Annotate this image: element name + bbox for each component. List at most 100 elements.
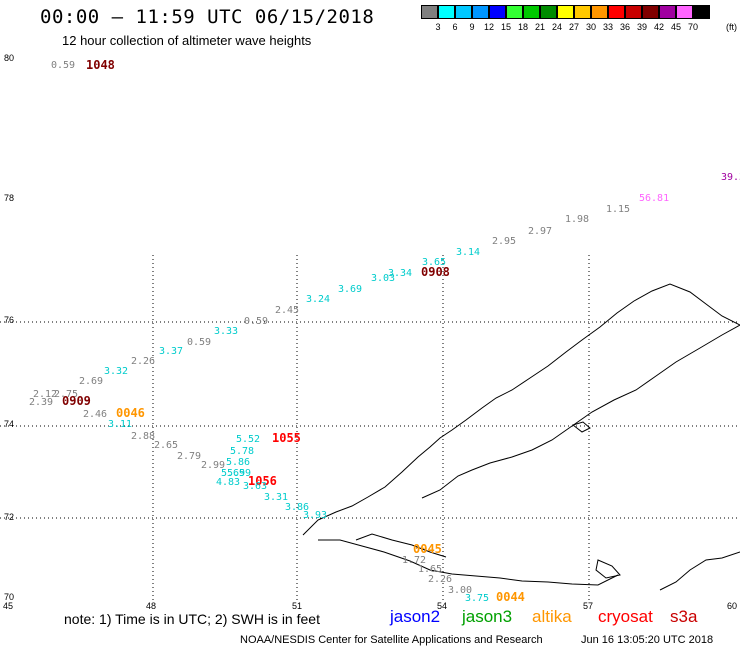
wave-height-label: 4.83: [216, 477, 240, 488]
color-scale-tick-label: 21: [534, 22, 545, 32]
wave-height-label: 2.26: [428, 574, 452, 585]
footer-note: note: 1) Time is in UTC; 2) SWH is in fe…: [64, 611, 320, 627]
longitude-label: 60: [727, 601, 738, 611]
longitude-label: 57: [583, 601, 594, 611]
wave-height-label: 1.15: [606, 204, 630, 215]
color-scale-swatch: [591, 5, 608, 19]
wave-height-label: 2.97: [528, 226, 552, 237]
wave-height-label: 2.69: [79, 376, 103, 387]
wave-height-label: 3.03: [371, 273, 395, 284]
color-scale-swatch: [506, 5, 523, 19]
coastline: [595, 559, 621, 579]
coastline: [571, 421, 591, 433]
latitude-label: 78: [4, 193, 15, 203]
color-scale-tick-label: 27: [568, 22, 579, 32]
satellite-legend-cryosat: cryosat: [598, 607, 653, 626]
color-scale-swatch: [676, 5, 693, 19]
wave-height-label: 2.12: [33, 389, 57, 400]
wave-height-label: 1.65: [418, 564, 442, 575]
wave-height-label: 3.75: [465, 593, 489, 604]
track-time-label: 1056: [248, 474, 277, 488]
satellite-legend-jason3: jason3: [462, 607, 513, 626]
coastline: [355, 533, 447, 558]
wave-height-label: 3.34: [388, 268, 412, 279]
wave-height-label: 2.75: [54, 389, 78, 400]
color-scale-tick-label: 45: [670, 22, 681, 32]
coastline: [302, 283, 740, 536]
color-scale-swatch: [421, 5, 438, 19]
color-scale-swatch: [455, 5, 472, 19]
wave-height-label: 3.69: [338, 284, 362, 295]
color-scale-swatch: [608, 5, 625, 19]
wave-height-label: 3.93: [303, 510, 327, 521]
wave-height-label: 2.26: [131, 356, 155, 367]
wave-height-label: 0.59: [187, 337, 211, 348]
wave-height-label: 2.65: [154, 440, 178, 451]
color-scale-swatch: [659, 5, 676, 19]
wave-height-label: 2.46: [83, 409, 107, 420]
coastline: [421, 324, 740, 499]
satellite-legend-altika: altika: [532, 607, 572, 626]
wave-height-label: 3.63: [243, 481, 267, 492]
longitude-label: 45: [3, 601, 14, 611]
wave-height-label: 3.14: [456, 247, 480, 258]
color-scale-swatch: [523, 5, 540, 19]
color-scale-unit: (ft): [726, 22, 737, 32]
latitude-label: 74: [4, 419, 15, 429]
wave-height-label: 0.59: [51, 60, 75, 71]
latitude-label: 70: [4, 592, 15, 602]
wave-height-label: 0.59: [244, 316, 268, 327]
wave-height-label: 3.11: [108, 419, 132, 430]
wave-height-label: 2.88: [131, 431, 155, 442]
color-scale-swatch: [540, 5, 557, 19]
wave-height-label: 5.69: [221, 468, 245, 479]
longitude-label: 51: [292, 601, 303, 611]
wave-height-label: 3.33: [214, 326, 238, 337]
satellite-legend-jason2: jason2: [390, 607, 441, 626]
color-scale-tick-label: 9: [469, 22, 475, 32]
latitude-label: 72: [4, 512, 15, 522]
latitude-label: 80: [4, 53, 15, 63]
track-time-label: 0909: [62, 394, 91, 408]
color-scale-swatch: [438, 5, 455, 19]
color-scale-swatch: [557, 5, 574, 19]
wave-height-label: 1.72: [402, 555, 426, 566]
color-scale-tick-label: 15: [500, 22, 511, 32]
credit-line: NOAA/NESDIS Center for Satellite Applica…: [240, 634, 543, 646]
color-scale-tick-label: 70: [687, 22, 698, 32]
track-time-label: 0045: [413, 542, 442, 556]
color-scale-tick-label: 24: [551, 22, 562, 32]
satellite-legend-s3a: s3a: [670, 607, 698, 626]
wave-height-label: 3.37: [159, 346, 183, 357]
color-scale-swatch: [642, 5, 659, 19]
color-scale-swatch: [574, 5, 591, 19]
generation-timestamp: Jun 16 13:05:20 UTC 2018: [581, 634, 714, 646]
wave-height-label: 3.24: [306, 294, 330, 305]
color-scale-tick-label: 12: [483, 22, 494, 32]
wave-height-label: 2.45: [275, 305, 299, 316]
wave-height-label: 2.99: [201, 460, 225, 471]
track-time-label: 0046: [116, 406, 145, 420]
wave-height-label: 5.52: [236, 434, 260, 445]
wave-height-label: 5.59: [227, 468, 251, 479]
color-scale-swatch: [489, 5, 506, 19]
track-time-label: 0908: [421, 265, 450, 279]
wave-height-label: 5.78: [230, 446, 254, 457]
map-title: 00:00 – 11:59 UTC 06/15/2018: [40, 6, 375, 28]
color-scale-swatch: [625, 5, 642, 19]
wave-height-label: 3.00: [448, 585, 472, 596]
color-scale-tick-label: 42: [653, 22, 664, 32]
color-scale-tick-label: 6: [452, 22, 458, 32]
wave-height-label: 39.3: [721, 172, 740, 183]
latitude-label: 76: [4, 315, 15, 325]
wave-height-label: 2.95: [492, 236, 516, 247]
wave-height-label: 3.65: [422, 257, 446, 268]
color-scale-tick-label: 3: [435, 22, 441, 32]
wave-height-label: 5.86: [226, 457, 250, 468]
color-scale-swatch: [693, 5, 710, 19]
wave-height-label: 2.79: [177, 451, 201, 462]
track-time-label: 0044: [496, 590, 525, 604]
wave-height-label: 2.39: [29, 397, 53, 408]
map-subtitle: 12 hour collection of altimeter wave hei…: [62, 33, 312, 48]
